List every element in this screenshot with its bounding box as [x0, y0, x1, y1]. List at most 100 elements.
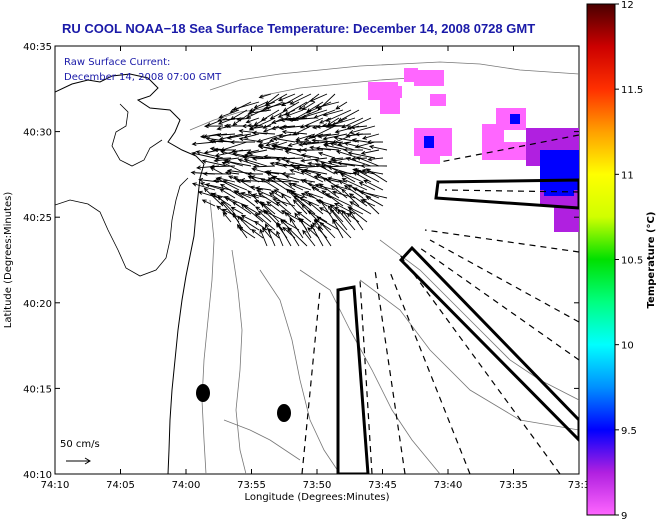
current-vector-arrow: [229, 140, 256, 145]
colorbar: [586, 3, 616, 516]
current-vector-arrow: [345, 156, 372, 167]
current-vector-arrow: [224, 170, 240, 175]
current-vector-arrow: [337, 209, 356, 231]
current-vector-arrow: [243, 133, 260, 139]
current-vector-arrow: [287, 141, 304, 148]
current-vector-arrow: [231, 149, 252, 154]
current-vector-arrow: [316, 216, 340, 231]
x-tick-label: 73:35: [499, 480, 528, 491]
current-vector-arrow: [360, 149, 380, 156]
current-vector-arrow: [256, 133, 284, 143]
current-vector-arrow: [361, 168, 384, 175]
current-vector-arrow: [311, 138, 336, 143]
current-vector-arrow: [335, 101, 348, 110]
current-vector-arrow: [317, 133, 340, 139]
colorbar-tick-label: 10.5: [621, 256, 643, 267]
current-vector-arrow: [257, 210, 272, 223]
inland-shore: [55, 177, 189, 277]
current-vector-arrow: [237, 158, 260, 167]
station-marker-2: [277, 404, 291, 422]
current-vector-arrow: [327, 159, 356, 167]
study-box-southeast: [398, 245, 579, 443]
study-region-boxes: [336, 178, 579, 474]
current-vector-arrow: [354, 132, 372, 137]
current-vector-arrow: [254, 213, 276, 231]
sst-pixel: [424, 136, 434, 148]
current-vector-arrow: [326, 117, 340, 126]
current-vector-arrow: [213, 147, 236, 153]
current-vector-arrow: [284, 159, 308, 167]
current-vector-arrow: [204, 182, 232, 191]
current-vector-arrow: [322, 123, 352, 128]
current-vector-arrow: [219, 188, 236, 199]
current-vector-arrow: [218, 109, 240, 119]
current-vector-arrow: [251, 130, 276, 136]
current-vector-arrow: [301, 101, 316, 111]
current-vector-arrow: [341, 188, 360, 207]
sst-patch: [418, 70, 436, 80]
current-vector-arrow: [366, 139, 384, 145]
current-vector-arrow: [343, 185, 364, 199]
current-vector-arrow: [363, 179, 384, 191]
current-vector-arrow: [246, 123, 264, 128]
scale-label: 50 cm/s: [60, 439, 100, 450]
sst-pixel: [504, 142, 528, 160]
study-box-south: [336, 285, 370, 474]
station-marker-1: [196, 384, 210, 402]
current-vector-arrow: [288, 163, 316, 168]
current-vector-arrow: [261, 227, 272, 239]
current-vector-arrow: [314, 158, 340, 167]
current-vector-arrow: [240, 214, 256, 223]
x-tick-label: 73:40: [434, 480, 463, 491]
current-vector-arrow: [348, 125, 376, 135]
current-vector-arrow: [258, 192, 280, 207]
current-vector-arrow: [201, 199, 216, 207]
current-vector-arrow: [226, 133, 252, 140]
y-axis-ticks: 40:35 40:30 40:25 40:20 40:15 40:10: [23, 42, 579, 481]
current-vector-arrow: [287, 117, 316, 122]
current-vector-arrow: [269, 161, 284, 167]
current-vector-arrow: [319, 221, 336, 239]
current-vector-arrow: [318, 183, 340, 199]
colorbar-label: Temperature (°C): [646, 212, 657, 309]
current-vector-arrow: [360, 163, 388, 169]
current-vector-arrow: [299, 217, 312, 239]
current-vector-arrow: [304, 191, 324, 199]
current-vector-arrow: [292, 199, 308, 215]
x-tick-label: 74:00: [172, 480, 201, 491]
current-vector-arrow: [341, 209, 352, 223]
current-vector-arrow: [300, 170, 324, 183]
current-vector-arrow: [322, 177, 344, 191]
current-vector-arrow: [341, 178, 368, 191]
current-vector-arrow: [358, 190, 388, 199]
bay-shore: [111, 103, 163, 167]
y-tick-label: 40:20: [23, 299, 52, 310]
current-vector-arrow: [362, 198, 380, 215]
x-tick-label: 73:50: [303, 480, 332, 491]
sst-pixel: [394, 86, 402, 98]
current-vector-arrow: [349, 210, 364, 231]
current-vector-arrow: [294, 139, 312, 144]
radar-beam-lines: [301, 134, 579, 474]
current-vector-arrow: [295, 166, 320, 175]
current-vector-arrow: [325, 193, 352, 207]
current-vector-arrow: [330, 185, 348, 199]
current-vector-arrow: [215, 177, 240, 191]
current-vector-arrow: [289, 93, 312, 105]
x-tick-label: 73:55: [237, 480, 266, 491]
current-vector-arrow: [322, 133, 348, 141]
current-vector-arrow: [358, 182, 376, 191]
current-vector-arrow: [300, 153, 320, 159]
current-vector-arrow: [219, 183, 244, 199]
annotation-line-1: Raw Surface Current:: [64, 57, 170, 68]
current-vector-arrow: [264, 101, 292, 110]
current-vector-arrow: [247, 109, 272, 115]
current-vector-arrow: [351, 138, 368, 143]
current-vector-arrow: [226, 168, 256, 175]
current-vector-arrow: [322, 143, 348, 151]
colorbar-tick-label: 9.5: [621, 426, 637, 437]
current-vector-arrow: [365, 196, 384, 207]
sst-pixel: [544, 156, 574, 196]
current-vector-arrow: [298, 93, 320, 110]
current-vector-arrow: [281, 171, 296, 177]
